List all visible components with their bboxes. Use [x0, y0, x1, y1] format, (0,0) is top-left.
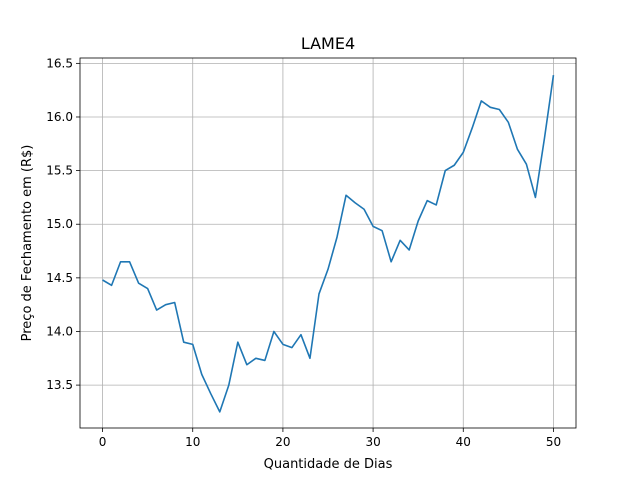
y-tick-label: 14.5 [46, 271, 73, 285]
y-tick-label: 16.0 [46, 110, 73, 124]
grid-lines [80, 58, 576, 428]
plot-frame [79, 57, 577, 429]
y-tick-label: 13.5 [46, 378, 73, 392]
x-tick-label: 0 [99, 435, 107, 449]
x-tick-label: 20 [275, 435, 290, 449]
y-tick-label: 15.5 [46, 164, 73, 178]
x-tick-label: 30 [365, 435, 380, 449]
x-tick-label: 50 [546, 435, 561, 449]
x-tick-label: 10 [185, 435, 200, 449]
x-tick-label: 40 [456, 435, 471, 449]
axis-ticks: 0 10 20 30 40 50 13.5 14.0 14.5 15.0 15.5 16.0 16.5 [46, 56, 561, 449]
chart-title: LAME4 [301, 34, 355, 53]
y-tick-label: 16.5 [46, 56, 73, 70]
x-axis-label: Quantidade de Dias [264, 457, 393, 472]
series-line [102, 75, 555, 413]
y-tick-label: 15.0 [46, 217, 73, 231]
y-axis-label: Preço de Fechamento em (R$) [20, 145, 35, 342]
y-tick-label: 14.0 [46, 324, 73, 338]
